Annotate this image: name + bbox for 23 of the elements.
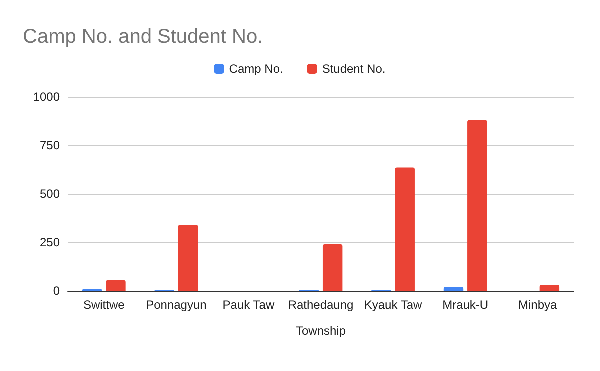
bar xyxy=(322,244,343,291)
chart-title: Camp No. and Student No. xyxy=(23,26,264,48)
x-tick-label: Pauk Taw xyxy=(222,298,275,312)
y-tick-label: 500 xyxy=(40,187,60,201)
bar xyxy=(468,120,488,291)
y-tick-label: 750 xyxy=(40,138,60,152)
legend-label: Student No. xyxy=(322,62,386,76)
x-tick-label: Kyauk Taw xyxy=(364,298,423,312)
x-tick-label: Minbya xyxy=(518,298,558,312)
bar xyxy=(444,287,464,291)
bar xyxy=(106,280,126,291)
x-tick-label: Ponnagyun xyxy=(146,298,207,312)
y-tick-label: 250 xyxy=(40,236,60,250)
bar xyxy=(540,285,560,291)
x-tick-label: Mrauk-U xyxy=(442,298,489,312)
x-tick-label: Rathedaung xyxy=(288,298,354,312)
y-tick-label: 1000 xyxy=(33,90,60,104)
legend-label: Camp No. xyxy=(229,62,284,76)
x-axis-title: Township xyxy=(296,324,346,338)
bar xyxy=(178,225,198,291)
y-tick-label: 0 xyxy=(53,284,60,298)
x-tick-label: Swittwe xyxy=(83,298,126,312)
bar xyxy=(395,168,415,291)
